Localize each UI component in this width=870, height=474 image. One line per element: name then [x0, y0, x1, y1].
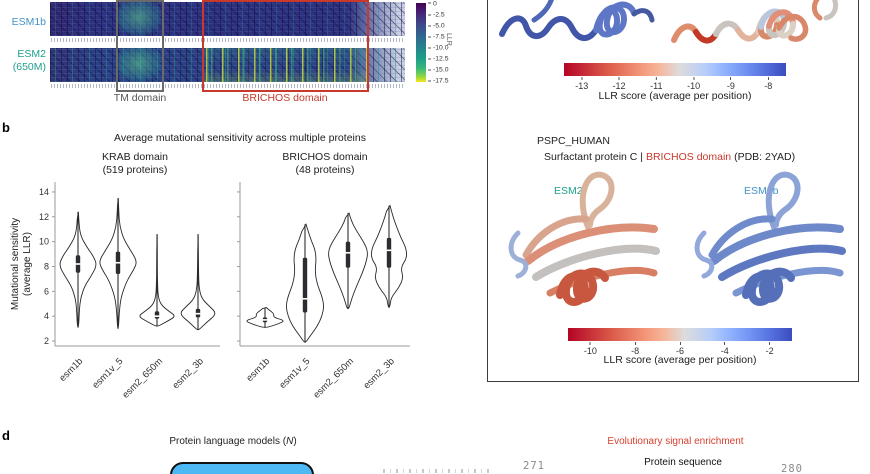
- heatmap-row-label-esm2-line2: (650M): [12, 61, 46, 73]
- colorbar-tick: -12: [613, 77, 626, 91]
- svg-text:14: 14: [39, 187, 49, 197]
- protein-id-label: PSPC_HUMAN: [537, 135, 610, 147]
- svg-text:12: 12: [39, 212, 49, 222]
- brichos-domain-box: [202, 0, 369, 92]
- subplot-brichos-title: BRICHOS domain (48 proteins): [240, 151, 410, 177]
- svg-text:2: 2: [44, 336, 49, 346]
- heatmap-esm1b: [50, 2, 405, 36]
- subplot-krab-title-line1: KRAB domain: [102, 151, 168, 163]
- colorbar-tick: -8: [631, 342, 639, 356]
- structure-brichos-fold-esm2: [508, 171, 660, 306]
- svg-text:6: 6: [44, 286, 49, 296]
- violin-plot-brichos: [237, 182, 410, 347]
- colorbar-tick: -6: [676, 342, 684, 356]
- sequence-position-right: 280: [781, 463, 803, 474]
- tm-domain-label: TM domain: [113, 92, 167, 104]
- colorbar-top-label: LLR score (average per position): [598, 90, 752, 102]
- sequence-position-left: 271: [523, 460, 545, 472]
- plm-model-box: [170, 462, 314, 474]
- viridis-colorbar-tick: -17.5: [428, 78, 449, 85]
- viridis-colorbar-ticks: 0 -2.5 -5.0 -7.5 -10.0 -12.5 -15.0 -17.5: [428, 0, 456, 85]
- colorbar-tick: -10: [584, 342, 597, 356]
- plm-title: Protein language models (N): [118, 436, 348, 447]
- protein-subtitle-brichos: BRICHOS domain: [645, 151, 732, 163]
- heatmap-row-label-esm1b: ESM1b: [11, 16, 46, 28]
- heatmap-esm1b-texture: [50, 2, 405, 36]
- colorbar-tick: -8: [764, 77, 772, 91]
- plm-title-post: ): [293, 436, 297, 447]
- svg-text:8: 8: [44, 261, 49, 271]
- tm-region-highlight: [116, 48, 161, 82]
- structure-panel: -13 -12 -11 -10 -9 -8 LLR score (average per …: [487, 0, 859, 382]
- panel-d-letter: d: [2, 428, 10, 443]
- colorbar-tick: -4: [721, 342, 729, 356]
- viridis-colorbar-tick: -10.0: [428, 45, 449, 52]
- enrichment-title: Evolutionary signal enrichment: [607, 436, 744, 447]
- colorbar-bottom: [568, 328, 792, 341]
- violin-figure-title: Average mutational sensitivity across mu…: [114, 132, 366, 144]
- heatmap-row-label-esm2-line1: ESM2: [17, 48, 46, 60]
- colorbar-tick: -10: [687, 77, 700, 91]
- svg-text:10: 10: [39, 237, 49, 247]
- colorbar-tick: -9: [727, 77, 735, 91]
- structure-label-esm2: ESM2: [554, 185, 583, 197]
- viridis-colorbar: [416, 3, 426, 82]
- colorbar-tick: -13: [575, 77, 588, 91]
- viridis-colorbar-tick: -15.0: [428, 67, 449, 74]
- subplot-brichos-title-line2: (48 proteins): [295, 164, 355, 176]
- structure-tm-helix-esm1b: [499, 0, 655, 41]
- viridis-colorbar-label: LLR: [445, 33, 452, 46]
- colorbar-tick: -2: [766, 342, 774, 356]
- structure-brichos-fold-esm1b: [694, 171, 846, 306]
- structure-tm-helix-esm2: [671, 0, 839, 44]
- protein-subtitle: Surfactant protein C | BRICHOS domain (P…: [544, 151, 795, 163]
- brichos-domain-label: BRICHOS domain: [242, 92, 328, 104]
- tm-domain-box: [116, 0, 164, 92]
- subplot-krab-title: KRAB domain (519 proteins): [50, 151, 220, 177]
- viridis-colorbar-tick: 0: [428, 0, 437, 7]
- tm-region-highlight: [116, 2, 161, 36]
- panel-b-letter: b: [2, 120, 10, 135]
- heatmap-esm2-texture: [50, 48, 405, 82]
- subplot-krab-title-line2: (519 proteins): [102, 164, 168, 176]
- viridis-colorbar-tick: -7.5: [428, 33, 445, 40]
- colorbar-bottom-ticks: -10 -8 -6 -4 -2: [568, 342, 792, 356]
- viridis-colorbar-tick: -2.5: [428, 11, 445, 18]
- svg-text:4: 4: [44, 311, 49, 321]
- colorbar-top-ticks: -13 -12 -11 -10 -9 -8: [564, 77, 786, 91]
- plm-title-pre: Protein language models (: [169, 436, 287, 447]
- violin-y-axis-label-line1: Mutational sensitivity: [10, 217, 21, 311]
- colorbar-top: [564, 63, 786, 76]
- clipped-text-fragment: [383, 469, 491, 473]
- colorbar-bottom-label: LLR score (average per position): [603, 354, 757, 366]
- violin-plot-krab: 2 4 6 8 10 12 14: [39, 182, 220, 347]
- heatmap-esm1b-residue-ticks: [51, 38, 403, 42]
- heatmap-esm2-residue-ticks: [51, 84, 403, 88]
- viridis-colorbar-tick: -12.5: [428, 56, 449, 63]
- brichos-region-streaks: [202, 48, 367, 82]
- subplot-brichos-title-line1: BRICHOS domain: [282, 151, 368, 163]
- protein-sequence-label: Protein sequence: [644, 457, 722, 468]
- plm-title-n: N: [286, 436, 294, 447]
- heatmap-esm2: [50, 48, 405, 82]
- viridis-colorbar-tick: -5.0: [428, 22, 445, 29]
- colorbar-tick: -11: [650, 77, 662, 91]
- protein-subtitle-pre: Surfactant protein C |: [544, 151, 646, 163]
- protein-subtitle-pdb: (PDB: 2YAD): [731, 151, 796, 163]
